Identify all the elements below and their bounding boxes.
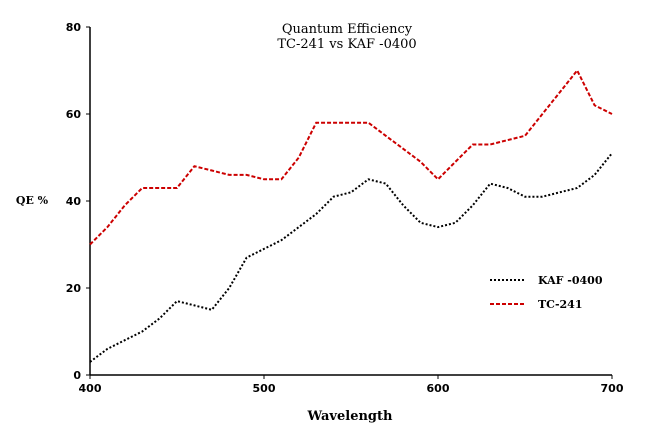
y-ticks: 0 20 40 60 80 [66,21,90,382]
x-tick-label: 700 [601,382,624,395]
y-tick-label: 20 [66,282,82,295]
y-tick-label: 60 [66,108,82,121]
x-tick-label: 400 [79,382,102,395]
y-tick-label: 80 [66,21,82,34]
x-ticks: 400 500 600 700 [79,375,624,395]
legend-label-tc: TC-241 [538,298,582,311]
x-axis-label: Wavelength [307,409,393,424]
chart-title: Quantum Efficiency [282,22,413,37]
series-line-kaf-0400 [89,152,613,363]
y-tick-label: 0 [73,369,81,382]
y-axis-label: QE % [16,194,49,207]
legend-label-kaf: KAF -0400 [538,274,603,287]
series-layer [89,68,613,363]
x-tick-label: 600 [427,382,450,395]
series-line-tc-241 [89,68,613,246]
x-tick-label: 500 [253,382,276,395]
y-tick-label: 40 [66,195,82,208]
chart-subtitle: TC-241 vs KAF -0400 [277,37,416,52]
legend: KAF -0400 TC-241 [490,274,603,311]
